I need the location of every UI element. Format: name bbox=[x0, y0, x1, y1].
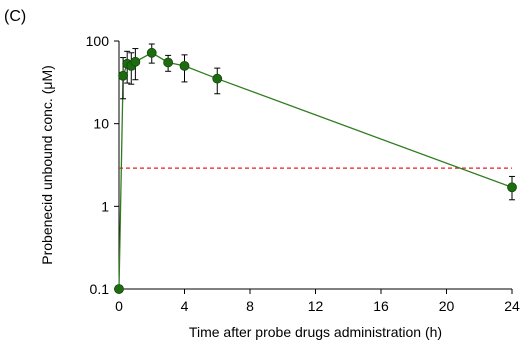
y-tick-label: 0.1 bbox=[90, 281, 110, 297]
data-point bbox=[163, 57, 174, 68]
series-group bbox=[114, 43, 517, 294]
x-tick-label: 24 bbox=[504, 298, 520, 314]
x-axis-label: Time after probe drugs administration (h… bbox=[189, 324, 442, 340]
panel-label: (C) bbox=[4, 8, 27, 25]
y-tick-label: 10 bbox=[93, 116, 109, 132]
data-point bbox=[118, 70, 128, 81]
y-axis-label: Probenecid unbound conc. (μM) bbox=[39, 65, 55, 265]
data-point bbox=[507, 182, 517, 193]
data-point bbox=[179, 60, 190, 71]
x-tick-label: 0 bbox=[115, 298, 123, 314]
x-tick-label: 20 bbox=[439, 298, 455, 314]
data-point bbox=[146, 47, 157, 58]
series-line bbox=[118, 52, 513, 290]
y-tick-label: 100 bbox=[86, 33, 110, 49]
x-tick-label: 8 bbox=[246, 298, 254, 314]
y-tick-label: 1 bbox=[101, 198, 109, 214]
x-tick-label: 12 bbox=[308, 298, 324, 314]
x-tick-label: 4 bbox=[181, 298, 189, 314]
data-point bbox=[212, 73, 223, 84]
data-point bbox=[130, 56, 141, 67]
data-point bbox=[114, 284, 124, 294]
x-tick-label: 16 bbox=[373, 298, 389, 314]
axes: 0.1 1 10 100 0 4 8 12 16 20 24 bbox=[86, 33, 520, 314]
